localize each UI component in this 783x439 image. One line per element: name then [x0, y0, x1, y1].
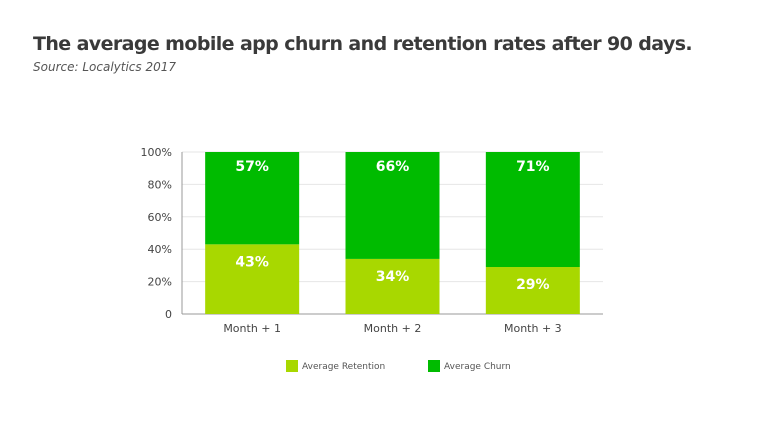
x-tick-label: Month + 1 [223, 322, 281, 335]
chart-title: The average mobile app churn and retenti… [33, 33, 693, 55]
y-tick-label: 80% [148, 178, 172, 191]
data-label: 71% [516, 159, 550, 175]
bar-average-retention [345, 258, 440, 314]
data-label: 43% [235, 254, 269, 270]
data-label: 57% [235, 159, 269, 175]
bar-average-churn [205, 152, 300, 245]
x-tick-label: Month + 3 [504, 322, 562, 335]
bar-average-churn [345, 152, 440, 259]
legend-label: Average Churn [444, 362, 511, 372]
chart-subtitle: Source: Localytics 2017 [33, 60, 176, 74]
data-label: 66% [376, 159, 410, 175]
y-tick-label: 0 [165, 308, 172, 321]
y-tick-label: 100% [141, 146, 172, 159]
y-tick-label: 20% [148, 276, 172, 289]
y-tick-label: 60% [148, 211, 172, 224]
legend-label: Average Retention [302, 362, 385, 372]
bar-average-retention [485, 267, 580, 314]
data-label: 29% [516, 277, 550, 293]
bar-average-churn [485, 152, 580, 268]
legend-swatch [428, 360, 440, 372]
legend-swatch [286, 360, 298, 372]
data-label: 34% [376, 269, 410, 285]
x-tick-label: Month + 2 [364, 322, 422, 335]
bar-average-retention [205, 244, 300, 314]
y-tick-label: 40% [148, 243, 172, 256]
